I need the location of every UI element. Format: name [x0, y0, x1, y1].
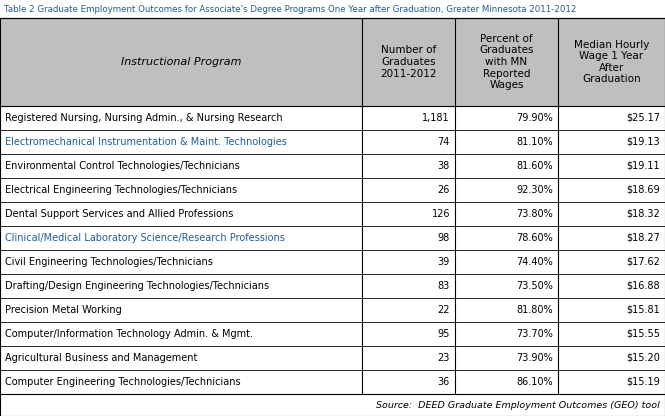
Text: $25.17: $25.17	[626, 113, 660, 123]
Text: 26: 26	[438, 185, 450, 195]
Text: Drafting/Design Engineering Technologies/Technicians: Drafting/Design Engineering Technologies…	[5, 281, 269, 291]
Text: 73.70%: 73.70%	[516, 329, 553, 339]
Text: $19.13: $19.13	[626, 137, 660, 147]
Text: 39: 39	[438, 257, 450, 267]
Text: Precision Metal Working: Precision Metal Working	[5, 305, 122, 315]
Text: 73.90%: 73.90%	[516, 353, 553, 363]
Text: $17.62: $17.62	[626, 257, 660, 267]
Text: Clinical/Medical Laboratory Science/Research Professions: Clinical/Medical Laboratory Science/Rese…	[5, 233, 285, 243]
Bar	[0, 18, 665, 106]
Bar	[0, 154, 665, 178]
Text: Median Hourly
Wage 1 Year
After
Graduation: Median Hourly Wage 1 Year After Graduati…	[574, 40, 649, 84]
Text: Computer Engineering Technologies/Technicians: Computer Engineering Technologies/Techni…	[5, 377, 241, 387]
Text: 78.60%: 78.60%	[516, 233, 553, 243]
Bar	[0, 202, 665, 226]
Text: 86.10%: 86.10%	[517, 377, 553, 387]
Text: Dental Support Services and Allied Professions: Dental Support Services and Allied Profe…	[5, 209, 233, 219]
Text: 81.80%: 81.80%	[517, 305, 553, 315]
Bar	[0, 178, 665, 202]
Text: 81.10%: 81.10%	[517, 137, 553, 147]
Bar	[0, 0, 665, 18]
Text: Number of
Graduates
2011-2012: Number of Graduates 2011-2012	[380, 45, 437, 79]
Text: $15.81: $15.81	[626, 305, 660, 315]
Text: Table 2 Graduate Employment Outcomes for Associate's Degree Programs One Year af: Table 2 Graduate Employment Outcomes for…	[4, 5, 577, 13]
Text: $16.88: $16.88	[626, 281, 660, 291]
Text: $18.69: $18.69	[626, 185, 660, 195]
Text: Civil Engineering Technologies/Technicians: Civil Engineering Technologies/Technicia…	[5, 257, 213, 267]
Text: 1,181: 1,181	[422, 113, 450, 123]
Text: 23: 23	[438, 353, 450, 363]
Bar	[0, 250, 665, 274]
Text: $19.11: $19.11	[626, 161, 660, 171]
Text: Agricultural Business and Management: Agricultural Business and Management	[5, 353, 198, 363]
Bar	[0, 298, 665, 322]
Bar	[0, 226, 665, 250]
Text: 95: 95	[438, 329, 450, 339]
Text: 79.90%: 79.90%	[516, 113, 553, 123]
Bar	[0, 106, 665, 130]
Text: 83: 83	[438, 281, 450, 291]
Text: $15.20: $15.20	[626, 353, 660, 363]
Bar	[0, 322, 665, 346]
Text: Registered Nursing, Nursing Admin., & Nursing Research: Registered Nursing, Nursing Admin., & Nu…	[5, 113, 283, 123]
Bar	[0, 274, 665, 298]
Text: Environmental Control Technologies/Technicians: Environmental Control Technologies/Techn…	[5, 161, 240, 171]
Text: Computer/Information Technology Admin. & Mgmt.: Computer/Information Technology Admin. &…	[5, 329, 253, 339]
Bar	[0, 370, 665, 394]
Text: $15.19: $15.19	[626, 377, 660, 387]
Bar	[0, 394, 665, 416]
Text: $18.27: $18.27	[626, 233, 660, 243]
Text: Electromechanical Instrumentation & Maint. Technologies: Electromechanical Instrumentation & Main…	[5, 137, 287, 147]
Text: Electrical Engineering Technologies/Technicians: Electrical Engineering Technologies/Tech…	[5, 185, 237, 195]
Text: 73.50%: 73.50%	[516, 281, 553, 291]
Text: Source:  DEED Graduate Employment Outcomes (GEO) tool: Source: DEED Graduate Employment Outcome…	[376, 401, 660, 409]
Text: 73.80%: 73.80%	[516, 209, 553, 219]
Bar	[0, 130, 665, 154]
Text: 126: 126	[432, 209, 450, 219]
Text: 22: 22	[438, 305, 450, 315]
Text: 38: 38	[438, 161, 450, 171]
Text: 74: 74	[438, 137, 450, 147]
Text: 92.30%: 92.30%	[516, 185, 553, 195]
Text: Instructional Program: Instructional Program	[121, 57, 241, 67]
Text: 98: 98	[438, 233, 450, 243]
Text: $18.32: $18.32	[626, 209, 660, 219]
Text: 74.40%: 74.40%	[516, 257, 553, 267]
Text: $15.55: $15.55	[626, 329, 660, 339]
Text: 36: 36	[438, 377, 450, 387]
Bar	[0, 346, 665, 370]
Text: Percent of
Graduates
with MN
Reported
Wages: Percent of Graduates with MN Reported Wa…	[479, 34, 534, 90]
Text: 81.60%: 81.60%	[517, 161, 553, 171]
